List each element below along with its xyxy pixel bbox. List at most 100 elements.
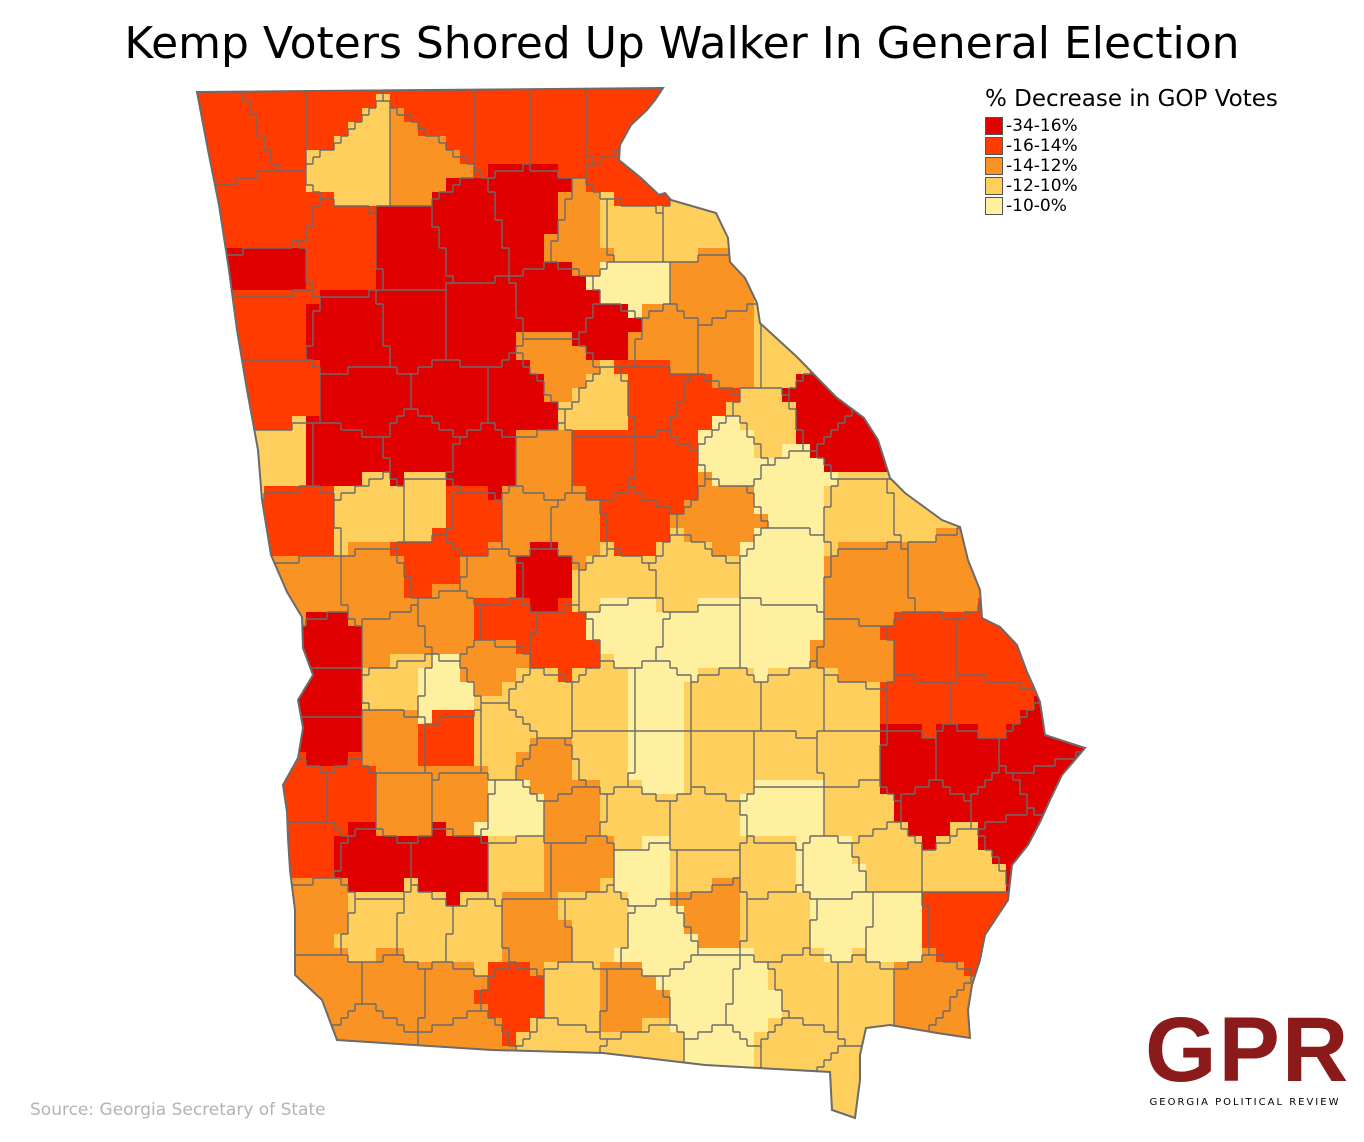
county-fill-cell bbox=[586, 458, 601, 473]
county-fill-cell bbox=[1062, 892, 1077, 907]
county-fill-cell bbox=[278, 178, 293, 193]
county-fill-cell bbox=[586, 584, 601, 599]
county-fill-cell bbox=[306, 836, 321, 851]
county-fill-cell bbox=[222, 150, 237, 165]
county-fill-cell bbox=[936, 906, 951, 921]
county-fill-cell bbox=[600, 94, 615, 109]
county-fill-cell bbox=[1048, 514, 1063, 529]
county-fill-cell bbox=[488, 556, 503, 571]
county-fill-cell bbox=[852, 710, 867, 725]
county-fill-cell bbox=[348, 150, 363, 165]
county-fill-cell bbox=[460, 1116, 475, 1118]
county-fill-cell bbox=[390, 850, 405, 865]
county-fill-cell bbox=[530, 906, 545, 921]
county-fill-cell bbox=[670, 388, 685, 403]
county-fill-cell bbox=[320, 1032, 335, 1047]
county-fill-cell bbox=[852, 332, 867, 347]
county-fill-cell bbox=[726, 206, 741, 221]
county-fill-cell bbox=[810, 136, 825, 151]
county-fill-cell bbox=[586, 122, 601, 137]
county-fill-cell bbox=[362, 864, 377, 879]
county-fill-cell bbox=[306, 682, 321, 697]
county-fill-cell bbox=[208, 976, 223, 991]
legend-label: -12-10% bbox=[1006, 176, 1078, 196]
county-fill-cell bbox=[782, 276, 797, 291]
county-fill-cell bbox=[572, 472, 587, 487]
county-fill-cell bbox=[1006, 584, 1021, 599]
county-fill-cell bbox=[236, 864, 251, 879]
county-fill-cell bbox=[600, 1116, 615, 1118]
county-fill-cell bbox=[740, 654, 755, 669]
county-fill-cell bbox=[197, 1074, 209, 1089]
county-fill-cell bbox=[1006, 290, 1021, 305]
county-fill-cell bbox=[768, 472, 783, 487]
county-fill-cell bbox=[376, 402, 391, 417]
county-fill-cell bbox=[796, 934, 811, 949]
county-fill-cell bbox=[306, 500, 321, 515]
county-fill-cell bbox=[1020, 696, 1035, 711]
county-fill-cell bbox=[964, 626, 979, 641]
county-fill-cell bbox=[992, 892, 1007, 907]
county-fill-cell bbox=[1020, 500, 1035, 515]
county-fill-cell bbox=[530, 1102, 545, 1117]
county-fill-cell bbox=[740, 710, 755, 725]
county-fill-cell bbox=[908, 304, 923, 319]
county-fill-cell bbox=[1020, 374, 1035, 389]
county-fill-cell bbox=[544, 1032, 559, 1047]
county-fill-cell bbox=[586, 514, 601, 529]
county-fill-cell bbox=[348, 934, 363, 949]
county-fill-cell bbox=[334, 1018, 349, 1033]
county-fill-cell bbox=[754, 108, 769, 123]
county-fill-cell bbox=[334, 766, 349, 781]
county-fill-cell bbox=[460, 864, 475, 879]
county-fill-cell bbox=[880, 1102, 895, 1117]
county-fill-cell bbox=[208, 164, 223, 179]
county-fill-cell bbox=[712, 1088, 727, 1103]
county-fill-cell bbox=[334, 262, 349, 277]
county-fill-cell bbox=[418, 234, 433, 249]
county-fill-cell bbox=[432, 598, 447, 613]
county-fill-cell bbox=[180, 822, 195, 837]
county-fill-cell bbox=[502, 458, 517, 473]
legend-item: -12-10% bbox=[985, 176, 1278, 196]
county-fill-cell bbox=[586, 136, 601, 151]
county-fill-cell bbox=[978, 290, 993, 305]
county-fill-cell bbox=[404, 934, 419, 949]
county-fill-cell bbox=[488, 290, 503, 305]
county-fill-cell bbox=[1020, 472, 1035, 487]
county-fill-cell bbox=[362, 990, 377, 1005]
county-fill-cell bbox=[726, 430, 741, 445]
county-fill-cell bbox=[278, 626, 293, 641]
county-fill-cell bbox=[432, 682, 447, 697]
county-fill-cell bbox=[502, 1088, 517, 1103]
county-fill-cell bbox=[404, 150, 419, 165]
county-fill-cell bbox=[922, 738, 937, 753]
county-fill-cell bbox=[838, 318, 853, 333]
county-fill-cell bbox=[908, 654, 923, 669]
county-fill-cell bbox=[880, 570, 895, 585]
county-fill-cell bbox=[852, 584, 867, 599]
county-fill-cell bbox=[782, 514, 797, 529]
county-fill-cell bbox=[530, 1046, 545, 1061]
county-fill-cell bbox=[1020, 570, 1035, 585]
county-fill-cell bbox=[642, 1004, 657, 1019]
county-fill-cell bbox=[1006, 528, 1021, 543]
county-fill-cell bbox=[236, 458, 251, 473]
county-fill-cell bbox=[404, 1046, 419, 1061]
county-fill-cell bbox=[390, 402, 405, 417]
county-fill-cell bbox=[642, 668, 657, 683]
county-fill-cell bbox=[502, 808, 517, 823]
county-fill-cell bbox=[950, 710, 965, 725]
legend-title: % Decrease in GOP Votes bbox=[985, 86, 1278, 112]
county-fill-cell bbox=[894, 206, 909, 221]
county-fill-cell bbox=[278, 192, 293, 207]
county-fill-cell bbox=[1034, 906, 1049, 921]
county-fill-cell bbox=[376, 1060, 391, 1075]
county-fill-cell bbox=[782, 864, 797, 879]
county-fill-cell bbox=[488, 738, 503, 753]
county-fill-cell bbox=[348, 640, 363, 655]
county-fill-cell bbox=[908, 640, 923, 655]
county-fill-cell bbox=[516, 150, 531, 165]
county-fill-cell bbox=[670, 808, 685, 823]
county-fill-cell bbox=[908, 94, 923, 109]
